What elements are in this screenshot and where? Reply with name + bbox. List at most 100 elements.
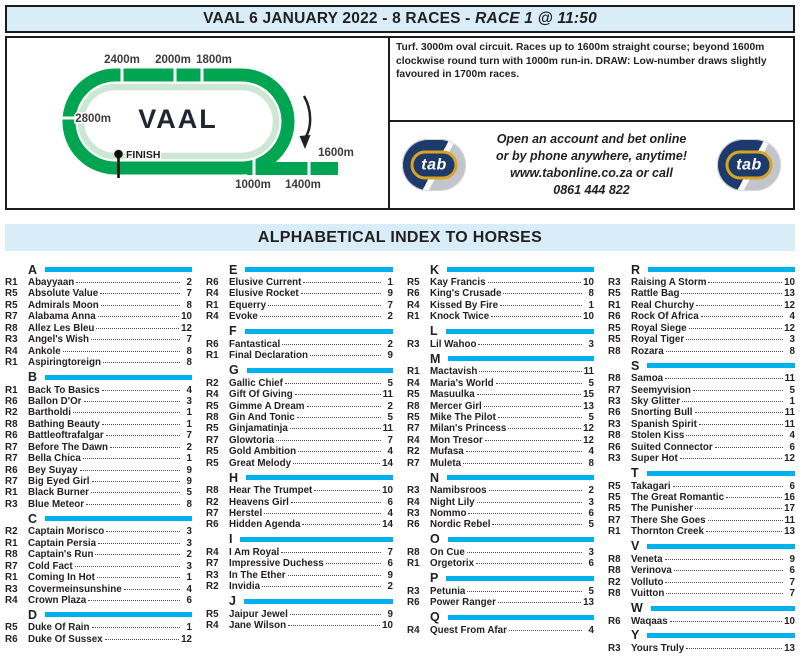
dotted-leader: [714, 446, 783, 448]
dotted-leader: [300, 293, 381, 295]
page-number: 4: [789, 430, 795, 442]
horse-index-entry: R5 Royal Siege 12: [608, 323, 795, 334]
section-letter: Q: [430, 610, 440, 625]
course-info-panel: Turf. 3000m oval circuit. Races up to 16…: [388, 36, 795, 122]
race-number: R5: [407, 411, 420, 423]
dotted-leader: [708, 282, 783, 283]
page-number: 8: [588, 457, 594, 469]
horse-name: Spanish Spirit: [631, 418, 697, 430]
race-number: R7: [407, 457, 420, 469]
dotted-leader: [90, 492, 180, 494]
horse-index-entry: R4 Maria's World 5: [407, 378, 594, 389]
horse-index-entry: R5 Mike The Pilot 5: [407, 412, 594, 423]
page-number: 3: [588, 496, 594, 508]
horse-index-entry: R1 Thornton Creek 13: [608, 526, 795, 537]
page-number: 10: [583, 277, 594, 288]
section-divider-bar: [647, 363, 795, 369]
race-number: R7: [206, 434, 219, 446]
dotted-leader: [476, 563, 582, 565]
page-number: 2: [387, 581, 393, 593]
dotted-leader: [679, 458, 783, 460]
horse-index-entry: R1 Aspiringtoreign 8: [5, 357, 192, 368]
race-number: R7: [5, 560, 18, 572]
horse-name: Sky Glitter: [631, 395, 681, 407]
horse-name: On Cue: [430, 546, 465, 558]
race-number: R2: [206, 377, 219, 389]
horse-index-entry: R4 Gift Of Giving 11: [206, 389, 393, 400]
horse-name: Mufasa: [430, 446, 464, 458]
tab-logo-text: tab: [410, 150, 458, 180]
page-number: 7: [387, 434, 393, 446]
marker-2800m: 2800m: [75, 113, 111, 125]
horse-name: Royal Tiger: [631, 334, 685, 346]
index-section-header: A: [5, 262, 192, 277]
horse-index-entry: R5 Gold Ambition 4: [206, 446, 393, 457]
horse-name: Battleoftrafalgar: [28, 430, 104, 442]
dotted-leader: [495, 382, 582, 384]
page-number: 7: [387, 299, 393, 311]
horse-name: Petunia: [430, 585, 466, 597]
section-divider-bar: [45, 267, 192, 272]
finish-marker: [114, 149, 123, 178]
race-number: R3: [608, 642, 621, 654]
horse-index-entry: R3 Covermeinsunshine 4: [5, 584, 192, 595]
section-letter: B: [28, 370, 38, 384]
horse-name: Mon Tresor: [430, 434, 483, 446]
horse-index-entry: R3 Lil Wahoo 3: [407, 339, 594, 350]
horse-name: Masuulka: [430, 389, 475, 401]
race-number: R2: [5, 526, 18, 538]
horse-name: Power Ranger: [430, 597, 496, 609]
section-letter: A: [28, 262, 38, 277]
page-number: 6: [588, 558, 594, 570]
page-number: 2: [387, 311, 393, 323]
horse-name: In The Ether: [229, 569, 286, 581]
dotted-leader: [284, 382, 381, 384]
page-number: 12: [181, 633, 192, 645]
horse-name: Impressive Duchess: [229, 558, 324, 570]
section-letter: F: [229, 324, 237, 339]
page-number: 3: [186, 537, 192, 549]
dotted-leader: [478, 343, 582, 345]
page-number: 7: [186, 288, 192, 300]
horse-name: Thornton Creek: [631, 526, 704, 538]
horse-name: Heavens Girl: [229, 496, 289, 508]
race-number: R5: [206, 608, 219, 620]
page-number: 1: [588, 299, 594, 311]
dotted-leader: [468, 513, 582, 514]
dotted-leader: [294, 394, 381, 396]
horse-index-entry: R1 Knock Twice 10: [407, 311, 594, 322]
page-number: 2: [186, 549, 192, 561]
horse-index-entry: R5 Absolute Value 7: [5, 288, 192, 299]
page-number: 7: [186, 430, 192, 442]
dotted-leader: [700, 316, 783, 318]
horse-index-entry: R7 Bella Chica 1: [5, 453, 192, 464]
race-number: R4: [407, 299, 420, 311]
horse-index-entry: R6 Hidden Agenda 14: [206, 519, 393, 530]
race-number: R8: [608, 373, 621, 385]
index-title: ALPHABETICAL INDEX TO HORSES: [5, 224, 795, 251]
race-number: R4: [407, 496, 420, 508]
track-straight: [247, 162, 338, 175]
horse-name: Jaipur Jewel: [229, 608, 288, 620]
dotted-leader: [289, 428, 381, 430]
page-number: 15: [583, 389, 594, 401]
horse-name: Gift Of Giving: [229, 389, 293, 401]
dotted-leader: [694, 412, 783, 414]
horse-index-entry: R3 Blue Meteor 8: [5, 499, 192, 510]
section-divider-bar: [448, 356, 594, 362]
race-number: R5: [206, 400, 219, 412]
section-letter: Y: [631, 628, 640, 643]
horse-name: Gimme A Dream: [229, 400, 305, 412]
race-number: R5: [608, 492, 621, 503]
dotted-leader: [83, 400, 180, 402]
horse-index-entry: R8 Mercer Girl 13: [407, 401, 594, 412]
horse-index-entry: R2 Heavens Girl 6: [206, 497, 393, 508]
horse-index-entry: R8 Rozara 8: [608, 346, 795, 357]
section-letter: C: [28, 511, 38, 526]
horse-index-entry: R1 Real Churchy 12: [608, 300, 795, 311]
meeting-title: VAAL 6 JANUARY 2022 - 8 RACES -: [203, 10, 476, 27]
horse-name: Rattle Bag: [631, 288, 680, 300]
dotted-leader: [673, 570, 783, 572]
page-number: 11: [784, 407, 795, 419]
horse-name: Alabama Anna: [28, 311, 96, 323]
